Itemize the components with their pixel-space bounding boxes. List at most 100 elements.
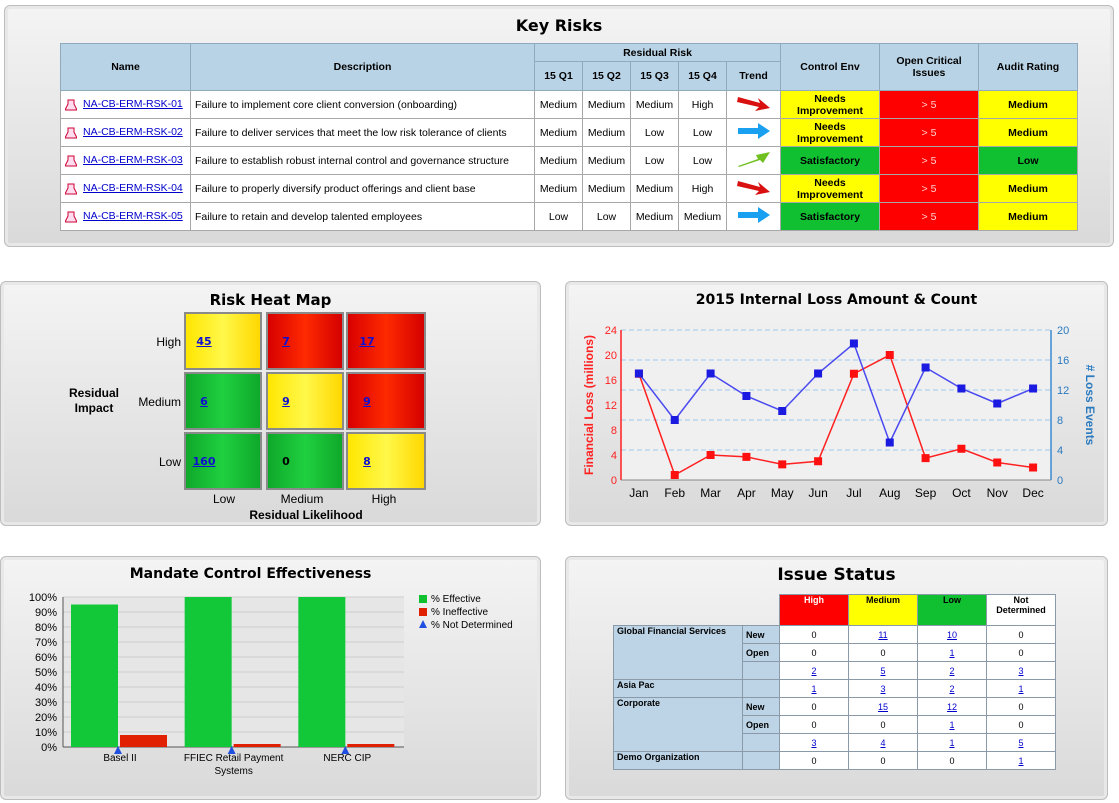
heat-map-x-label-medium: Medium [280,492,324,506]
trend-up-green-icon [736,152,772,171]
issue-count[interactable]: 2 [949,665,955,676]
issue-value-cell: 5 [848,661,918,680]
heat-map-cell[interactable]: 6 [184,372,262,430]
heat-map-title: Risk Heat Map [209,291,332,309]
issue-count[interactable]: 11 [878,629,888,640]
issue-count: 0 [880,755,886,766]
loss-point [1029,384,1038,393]
trend-cell [726,90,781,119]
risk-q1: Medium [534,146,583,175]
issue-count[interactable]: 15 [877,701,888,712]
heat-map-cell[interactable]: 160 [184,432,262,490]
heat-map-count[interactable]: 160 [192,454,216,468]
issue-count: 0 [811,701,817,712]
heat-map-y-label-low: Low [158,455,181,469]
heat-map-count: 0 [282,454,290,468]
issue-count[interactable]: 2 [811,665,817,676]
loss-right-tick: 16 [1057,355,1069,367]
heat-map-count[interactable]: 8 [363,454,371,468]
issue-count[interactable]: 3 [880,683,886,694]
loss-x-tick: Jan [629,486,648,500]
issue-count[interactable]: 1 [949,647,955,658]
issue-value-cell: 1 [779,679,849,698]
loss-right-tick: 4 [1057,445,1063,457]
risk-q1: Medium [534,174,583,203]
risk-q3: Low [630,146,679,175]
risk-q4: High [678,174,727,203]
issue-count[interactable]: 4 [880,737,886,748]
issue-status-table: High Medium Low Not Determined Global Financ… [613,594,1056,770]
issue-count: 0 [811,755,817,766]
issue-value-cell: 11 [848,625,918,644]
issue-row: 3 4 1 5 [614,733,1056,752]
issue-count[interactable]: 3 [1018,665,1024,676]
risk-row: NA-CB-ERM-RSK-01 Failure to implement cor… [60,90,1078,119]
risk-q3: Low [630,118,679,147]
issue-group-label: Global Financial Services [613,625,743,680]
heat-map-cell[interactable]: 45 [184,312,262,370]
issue-count[interactable]: 10 [946,629,957,640]
risk-description: Failure to implement core client convers… [190,90,535,119]
mandate-x-tick: FFIEC Retail Payment Systems [184,753,284,777]
loss-point [993,458,1002,467]
heat-map-count[interactable]: 9 [363,394,371,408]
issue-sub-label: New [742,697,780,716]
heat-map-cell[interactable]: 7 [266,312,344,370]
loss-x-tick: Jun [808,486,827,500]
issue-count[interactable]: 12 [946,701,957,712]
risk-name-link[interactable]: NA-CB-ERM-RSK-04 [83,182,183,195]
issue-count[interactable]: 1 [811,683,817,694]
risk-name-link[interactable]: NA-CB-ERM-RSK-02 [83,126,183,139]
risk-name-cell: NA-CB-ERM-RSK-02 [60,118,191,147]
issue-count[interactable]: 1 [949,737,955,748]
risk-name-link[interactable]: NA-CB-ERM-RSK-05 [83,210,183,223]
col-residual-risk: Residual Risk [534,43,781,62]
heat-map-x-label-high: High [371,492,397,506]
trend-cell [726,146,781,175]
heat-map-count[interactable]: 9 [282,394,290,408]
mandate-x-tick: Basel II [103,753,136,764]
risk-name-link[interactable]: NA-CB-ERM-RSK-01 [83,98,183,111]
loss-point [849,369,858,378]
issue-value-cell: 1 [917,715,987,734]
loss-point [670,471,679,479]
loss-point [849,339,858,348]
mandate-bar-ineffective [233,744,281,747]
issue-count[interactable]: 3 [811,737,817,748]
heat-map-cell[interactable]: 8 [346,432,426,490]
heat-map-cell[interactable]: 9 [346,372,426,430]
heat-map-count[interactable]: 45 [196,334,212,348]
issue-count[interactable]: 2 [949,683,955,694]
audit-rating-cell: Medium [978,118,1078,147]
issue-count[interactable]: 1 [949,719,955,730]
heat-map-count[interactable]: 6 [200,394,208,408]
loss-chart-panel: 2015 Internal Loss Amount & Count 0 4 8 12 1… [565,281,1108,526]
heat-map-cell[interactable]: 17 [346,312,426,370]
loss-y2-label: # Loss Events [1083,365,1097,446]
issue-group-label: Corporate [613,697,743,752]
issue-count[interactable]: 5 [880,665,886,676]
risk-description: Failure to properly diversify product of… [190,174,535,203]
risk-q1: Low [534,202,583,231]
mandate-chart: 0% 10% 20% 30% 40% 50% 60% 70% 80% 90% 100% Basel I… [29,592,513,777]
issue-row: Corporate New 0 15 12 0 [613,697,1056,752]
risk-name-cell: NA-CB-ERM-RSK-05 [60,202,191,231]
issue-value-cell: 0 [986,625,1056,644]
audit-rating-cell: Medium [978,174,1078,203]
heat-map-count[interactable]: 7 [282,334,290,348]
mandate-y-tick: 80% [35,622,57,634]
issue-count[interactable]: 1 [1018,755,1024,766]
col-q2: 15 Q2 [582,61,631,91]
issue-count[interactable]: 1 [1018,683,1024,694]
risk-name-link[interactable]: NA-CB-ERM-RSK-03 [83,154,183,167]
control-env-cell: Satisfactory [780,202,880,231]
col-name: Name [60,43,191,91]
heat-map-count[interactable]: 17 [359,334,375,348]
heat-map-cell[interactable]: 9 [266,372,344,430]
risk-q3: Medium [630,202,679,231]
mandate-bar-ineffective [120,735,167,747]
trend-cell [726,118,781,147]
heat-map-cell[interactable]: 0 [266,432,344,490]
open-critical-cell: > 5 [879,174,979,203]
issue-count[interactable]: 5 [1018,737,1024,748]
